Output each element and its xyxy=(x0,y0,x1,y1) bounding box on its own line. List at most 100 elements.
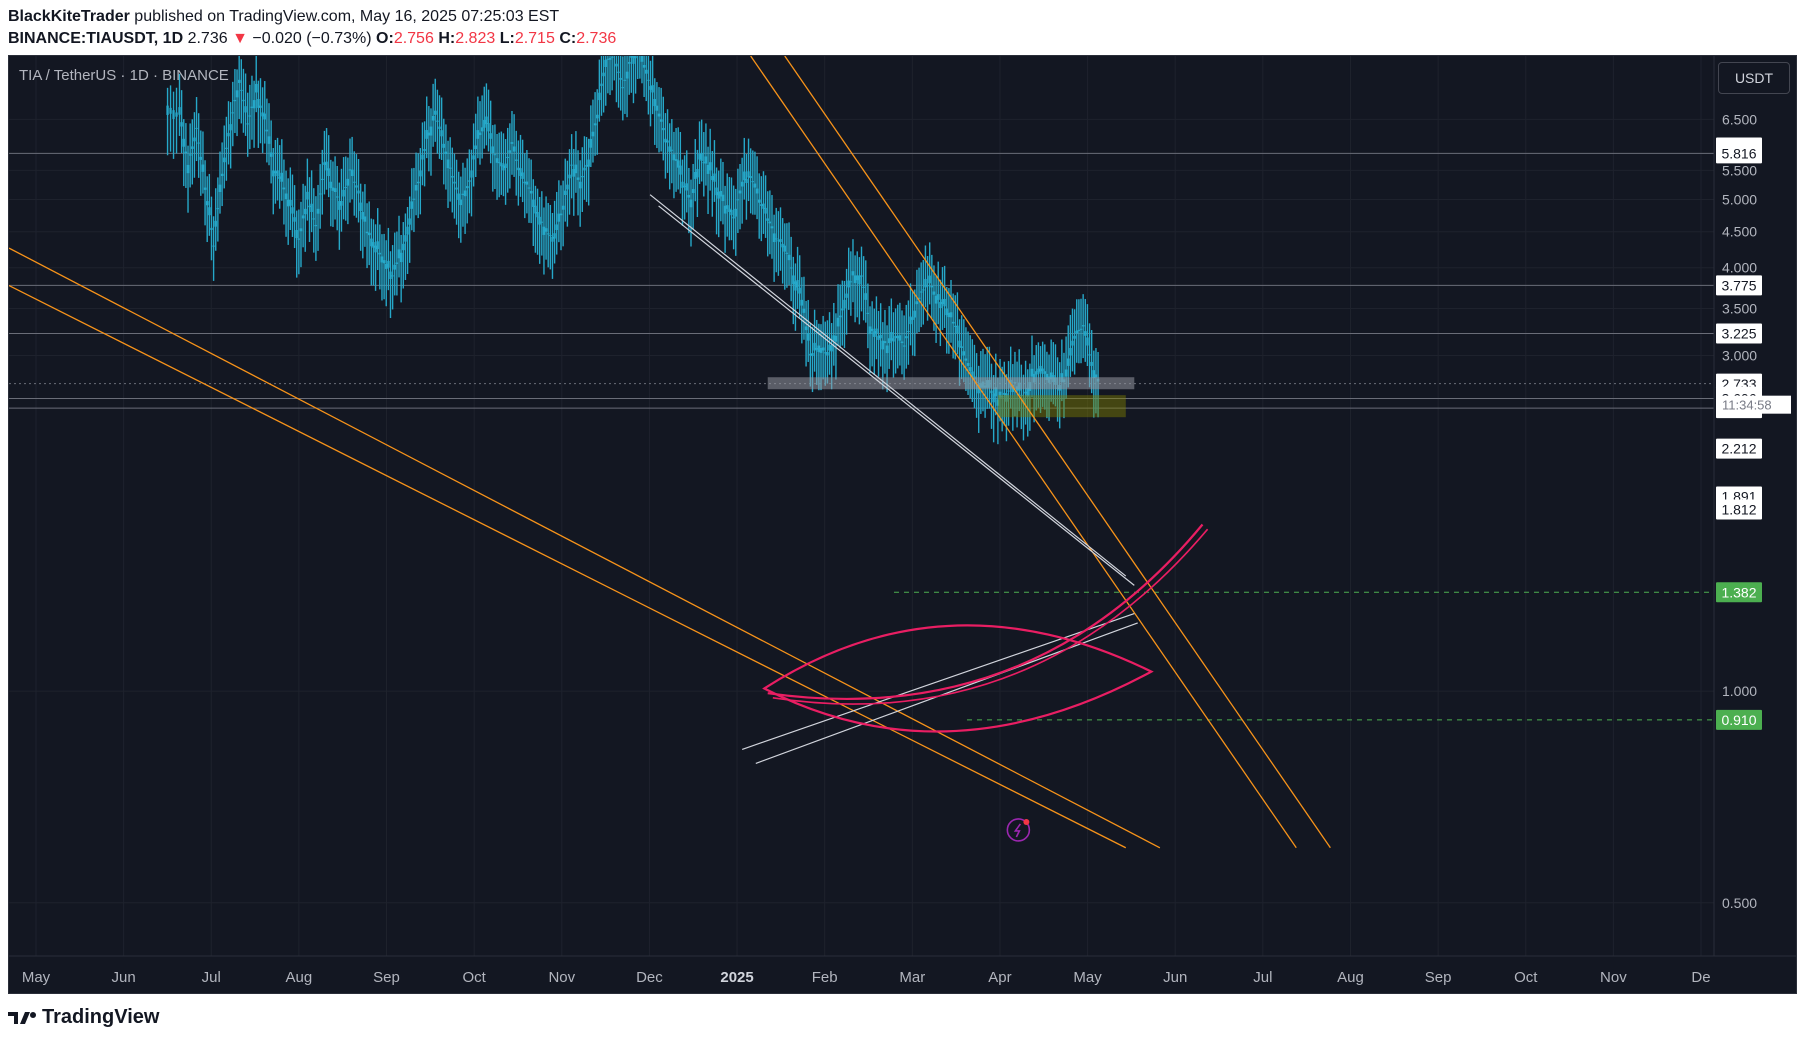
white-trendline[interactable] xyxy=(755,622,1138,764)
candle-body xyxy=(627,62,631,64)
candle-body xyxy=(608,57,612,60)
candle-body xyxy=(615,63,618,67)
candle-body xyxy=(1049,372,1053,380)
candle-body xyxy=(681,181,684,188)
last-price: 2.736 xyxy=(187,30,228,47)
candle-body xyxy=(764,207,767,214)
candle-body xyxy=(954,325,957,327)
candle-body xyxy=(500,163,503,167)
candle-body xyxy=(429,126,433,136)
candle-body xyxy=(397,249,401,259)
price-label[interactable]: 1.382 xyxy=(1716,582,1762,603)
candle-body xyxy=(998,391,1002,398)
candle-body xyxy=(540,221,544,223)
price-label[interactable]: 1.812 xyxy=(1716,499,1762,520)
event-bolt-icon[interactable] xyxy=(1006,818,1031,842)
tradingview-logo[interactable]: TradingView xyxy=(8,1006,159,1029)
candle-body xyxy=(402,243,405,251)
candle-body xyxy=(504,163,507,168)
author-name[interactable]: BlackKiteTrader xyxy=(8,8,130,25)
candle-body xyxy=(743,171,746,181)
candle-body xyxy=(694,171,697,179)
candle-body xyxy=(758,199,761,203)
candle-body xyxy=(966,363,970,366)
candle-body xyxy=(297,238,301,240)
candle-body xyxy=(246,123,249,125)
time-axis-label: Nov xyxy=(1600,969,1627,986)
candle-body xyxy=(819,348,823,353)
candle-body xyxy=(860,275,863,277)
orange-trendline[interactable] xyxy=(9,284,1127,849)
candle-body xyxy=(677,160,680,168)
price-label[interactable]: 5.816 xyxy=(1716,143,1762,164)
candle-body xyxy=(708,162,712,171)
candle-body xyxy=(483,119,486,128)
candle-body xyxy=(640,56,644,62)
target-zone-olive[interactable] xyxy=(997,395,1126,418)
candle-body xyxy=(242,99,245,102)
price-label[interactable]: 3.225 xyxy=(1716,323,1762,344)
pink-ellipse-zone[interactable] xyxy=(762,624,1154,733)
candle-body xyxy=(672,154,676,161)
chart-pane[interactable]: 6.500 5.500 5.000 4.500 4.000 3.500 3.000 1.000… xyxy=(8,55,1797,994)
candle-body xyxy=(1020,394,1023,396)
candle-body xyxy=(879,334,882,339)
candle-body xyxy=(838,315,842,318)
candle-body xyxy=(316,208,320,214)
price-label[interactable]: 2.212 xyxy=(1716,438,1762,459)
candle-body xyxy=(485,116,488,125)
candle-body xyxy=(679,165,682,175)
candle-body xyxy=(547,233,550,235)
price-chart[interactable]: 6.500 5.500 5.000 4.500 4.000 3.500 3.000 1.000… xyxy=(9,56,1796,993)
orange-trendline[interactable] xyxy=(750,56,1297,849)
candle-body xyxy=(188,154,192,156)
candle-body xyxy=(336,196,339,198)
pink-projection-curve[interactable] xyxy=(772,528,1209,705)
candle-body xyxy=(525,181,529,185)
price-axis-label: 1.000 xyxy=(1722,683,1757,699)
orange-trendline[interactable] xyxy=(784,56,1331,849)
candle-body xyxy=(385,263,388,269)
candle-body xyxy=(180,122,183,127)
candle-body xyxy=(781,243,784,248)
candle-body xyxy=(208,207,211,216)
pink-projection-curve[interactable] xyxy=(767,523,1204,700)
time-axis-label: De xyxy=(1691,969,1710,986)
candle-body xyxy=(945,308,948,316)
candle-body xyxy=(870,328,874,331)
candle-body xyxy=(199,156,203,160)
orange-trendline[interactable] xyxy=(9,247,1161,849)
candle-body xyxy=(519,168,522,177)
candle-body xyxy=(389,271,392,279)
price-axis-label: 3.000 xyxy=(1722,348,1757,364)
candle-body xyxy=(365,231,369,234)
white-trendline[interactable] xyxy=(741,612,1135,750)
candle-body xyxy=(890,332,893,341)
candle-body xyxy=(589,138,593,148)
white-trendline[interactable] xyxy=(649,194,1127,577)
candle-body xyxy=(291,207,294,214)
candle-body xyxy=(240,89,243,91)
candle-body xyxy=(653,98,656,107)
time-axis-label: Jun xyxy=(112,969,136,986)
candle-body xyxy=(353,181,356,183)
candle-body xyxy=(169,107,172,114)
time-axis-label: Jun xyxy=(1163,969,1187,986)
symbol-interval: BINANCE:TIAUSDT, 1D xyxy=(8,30,184,47)
svg-text:1.812: 1.812 xyxy=(1721,502,1756,518)
price-label[interactable]: 0.910 xyxy=(1716,709,1762,730)
candle-body xyxy=(461,193,465,195)
candle-body xyxy=(463,190,467,197)
candle-body xyxy=(510,142,514,144)
candle-body xyxy=(350,169,354,177)
support-zone-gray[interactable] xyxy=(767,377,1135,390)
brand-name: TradingView xyxy=(42,1006,160,1028)
candle-body xyxy=(412,198,416,200)
price-label[interactable]: 3.775 xyxy=(1716,275,1762,296)
white-trendline[interactable] xyxy=(658,205,1135,586)
candle-body xyxy=(651,85,654,93)
open-value: 2.756 xyxy=(393,30,434,47)
candle-body xyxy=(423,148,426,152)
candle-body xyxy=(700,152,703,161)
currency-button[interactable]: USDT xyxy=(1718,62,1790,94)
